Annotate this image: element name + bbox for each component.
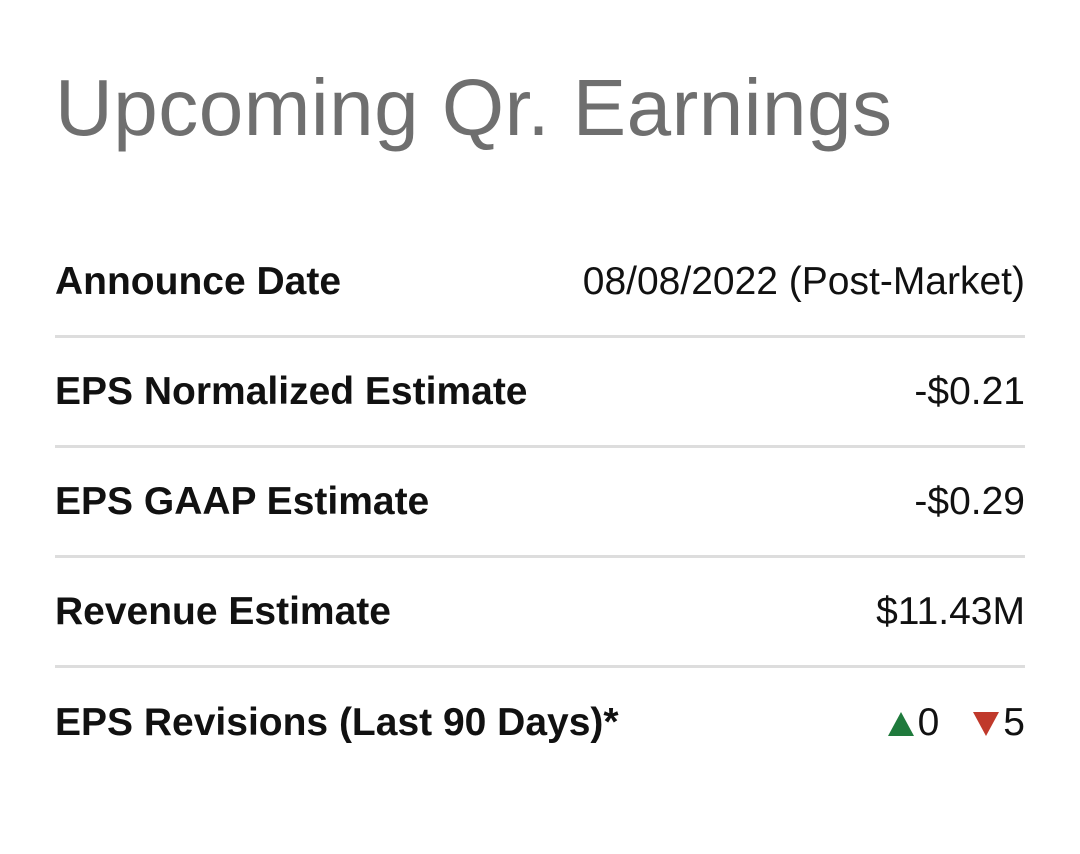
earnings-card: Upcoming Qr. Earnings Announce Date 08/0…: [55, 0, 1025, 744]
triangle-up-icon: [887, 712, 914, 736]
revisions-down-count: 5: [1003, 701, 1025, 744]
row-revenue-estimate: Revenue Estimate $11.43M: [55, 558, 1025, 668]
row-eps-normalized-estimate: EPS Normalized Estimate -$0.21: [55, 338, 1025, 448]
card-title: Upcoming Qr. Earnings: [55, 63, 893, 152]
eps-normalized-estimate-value: -$0.21: [914, 369, 1025, 413]
row-eps-revisions: EPS Revisions (Last 90 Days)* 0 5: [55, 668, 1025, 778]
eps-gaap-estimate-value: -$0.29: [914, 479, 1025, 523]
eps-revisions-label: EPS Revisions (Last 90 Days)*: [55, 701, 619, 744]
eps-revisions-value: 0 5: [887, 701, 1025, 745]
eps-normalized-estimate-label: EPS Normalized Estimate: [55, 369, 528, 413]
announce-date-value: 08/08/2022 (Post-Market): [582, 259, 1025, 303]
announce-date-label: Announce Date: [55, 259, 342, 303]
eps-gaap-estimate-label: EPS GAAP Estimate: [55, 479, 430, 523]
triangle-down-icon: [973, 712, 1000, 736]
earnings-table: Announce Date 08/08/2022 (Post-Market) E…: [55, 228, 1025, 778]
revenue-estimate-label: Revenue Estimate: [55, 589, 391, 633]
row-eps-gaap-estimate: EPS GAAP Estimate -$0.29: [55, 448, 1025, 558]
revenue-estimate-value: $11.43M: [876, 589, 1025, 633]
revisions-down: 5: [973, 701, 1025, 745]
row-announce-date: Announce Date 08/08/2022 (Post-Market): [55, 228, 1025, 338]
revisions-up: 0: [887, 701, 940, 745]
revisions-up-count: 0: [917, 701, 940, 744]
